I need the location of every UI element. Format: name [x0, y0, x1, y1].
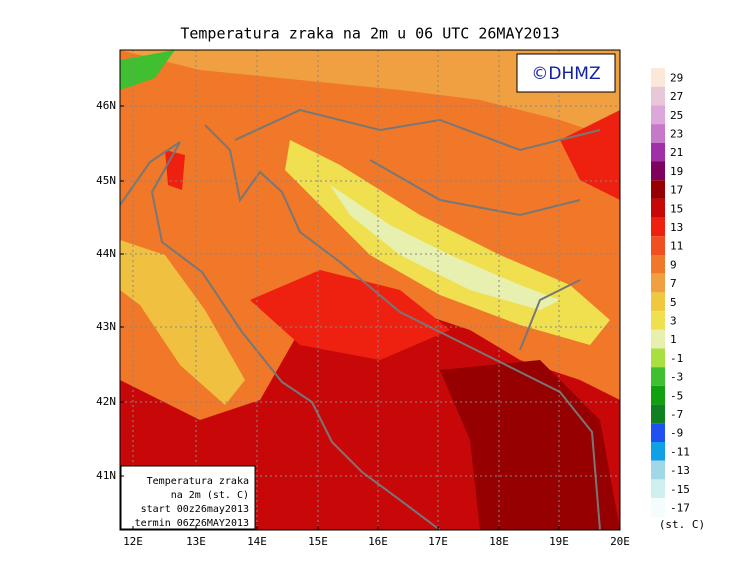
legend-label: -5 — [670, 389, 683, 402]
legend-swatch — [651, 236, 665, 255]
legend-swatch — [651, 367, 665, 386]
legend-label: 29 — [670, 71, 683, 84]
legend-swatch — [651, 348, 665, 368]
lat-label: 42N — [96, 395, 116, 408]
lon-label: 18E — [489, 535, 509, 548]
legend-swatch — [651, 273, 665, 293]
legend-label: 27 — [670, 90, 683, 103]
map-frame — [119, 49, 621, 531]
legend-label: -9 — [670, 427, 683, 440]
legend-label: 7 — [670, 277, 677, 290]
legend-unit: (st. C) — [659, 518, 705, 531]
legend-swatch — [651, 142, 665, 162]
lat-label: 44N — [96, 247, 116, 260]
lat-label: 45N — [96, 174, 116, 187]
lat-label: 41N — [96, 469, 116, 482]
lon-label: 17E — [428, 535, 448, 548]
lon-label: 16E — [368, 535, 388, 548]
legend-swatch — [651, 161, 665, 181]
legend-swatch — [651, 68, 665, 87]
legend-swatch — [651, 498, 665, 517]
legend-swatch — [651, 198, 665, 218]
info-box — [120, 465, 256, 530]
legend-swatch — [651, 311, 665, 330]
legend-swatch — [651, 86, 665, 106]
legend-label: -13 — [670, 464, 690, 477]
legend-label: 3 — [670, 314, 677, 327]
legend-label: 21 — [670, 146, 683, 159]
legend-swatch — [651, 124, 665, 143]
legend-label: 11 — [670, 240, 683, 253]
copyright: ©DHMZ — [531, 64, 600, 84]
legend-label: -1 — [670, 352, 683, 365]
lon-label: 14E — [247, 535, 267, 548]
info-line: termin 06Z26MAY2013 — [135, 518, 249, 529]
lon-label: 12E — [123, 535, 143, 548]
legend-label: -15 — [670, 483, 690, 496]
legend-label: 5 — [670, 296, 677, 309]
legend-swatch — [651, 479, 665, 499]
lon-label: 13E — [186, 535, 206, 548]
legend-label: -17 — [670, 501, 690, 514]
info-line: Temperatura zraka — [147, 476, 249, 487]
legend-label: 9 — [670, 258, 677, 271]
legend-label: 1 — [670, 333, 677, 346]
title: Temperatura zraka na 2m u 06 UTC 26MAY20… — [180, 25, 559, 43]
legend-label: 19 — [670, 165, 683, 178]
legend-swatch — [651, 292, 665, 312]
legend-label: -7 — [670, 408, 683, 421]
legend-label: 23 — [670, 127, 683, 140]
lat-label: 46N — [96, 99, 116, 112]
lon-label: 19E — [549, 535, 569, 548]
lat-label: 43N — [96, 320, 116, 333]
legend-label: 15 — [670, 202, 683, 215]
legend-swatch — [651, 217, 665, 237]
temperature-field — [120, 50, 620, 530]
info-line: na 2m (st. C) — [171, 490, 249, 501]
lon-label: 20E — [610, 535, 630, 548]
legend-swatch — [651, 180, 665, 199]
generated: 46N 45N 44N 43N 42N 41N 12E 13E 14E 15E 16E 17E 18E 1… — [96, 68, 705, 548]
legend-label: 13 — [670, 221, 683, 234]
legend-swatch — [651, 329, 665, 349]
legend-swatch — [651, 105, 665, 125]
legend-swatch — [651, 255, 665, 274]
info-line: start 00z26may2013 — [141, 504, 249, 515]
lon-label: 15E — [308, 535, 328, 548]
legend-label: 25 — [670, 109, 683, 122]
legend-swatch — [651, 385, 665, 405]
logo-box — [516, 53, 616, 93]
legend-label: -11 — [670, 445, 690, 458]
legend-swatch — [651, 460, 665, 480]
legend-label: -3 — [670, 371, 683, 384]
legend-swatch — [651, 423, 665, 442]
legend-swatch — [651, 442, 665, 461]
legend-label: 17 — [670, 184, 683, 197]
legend-swatch — [651, 404, 665, 424]
